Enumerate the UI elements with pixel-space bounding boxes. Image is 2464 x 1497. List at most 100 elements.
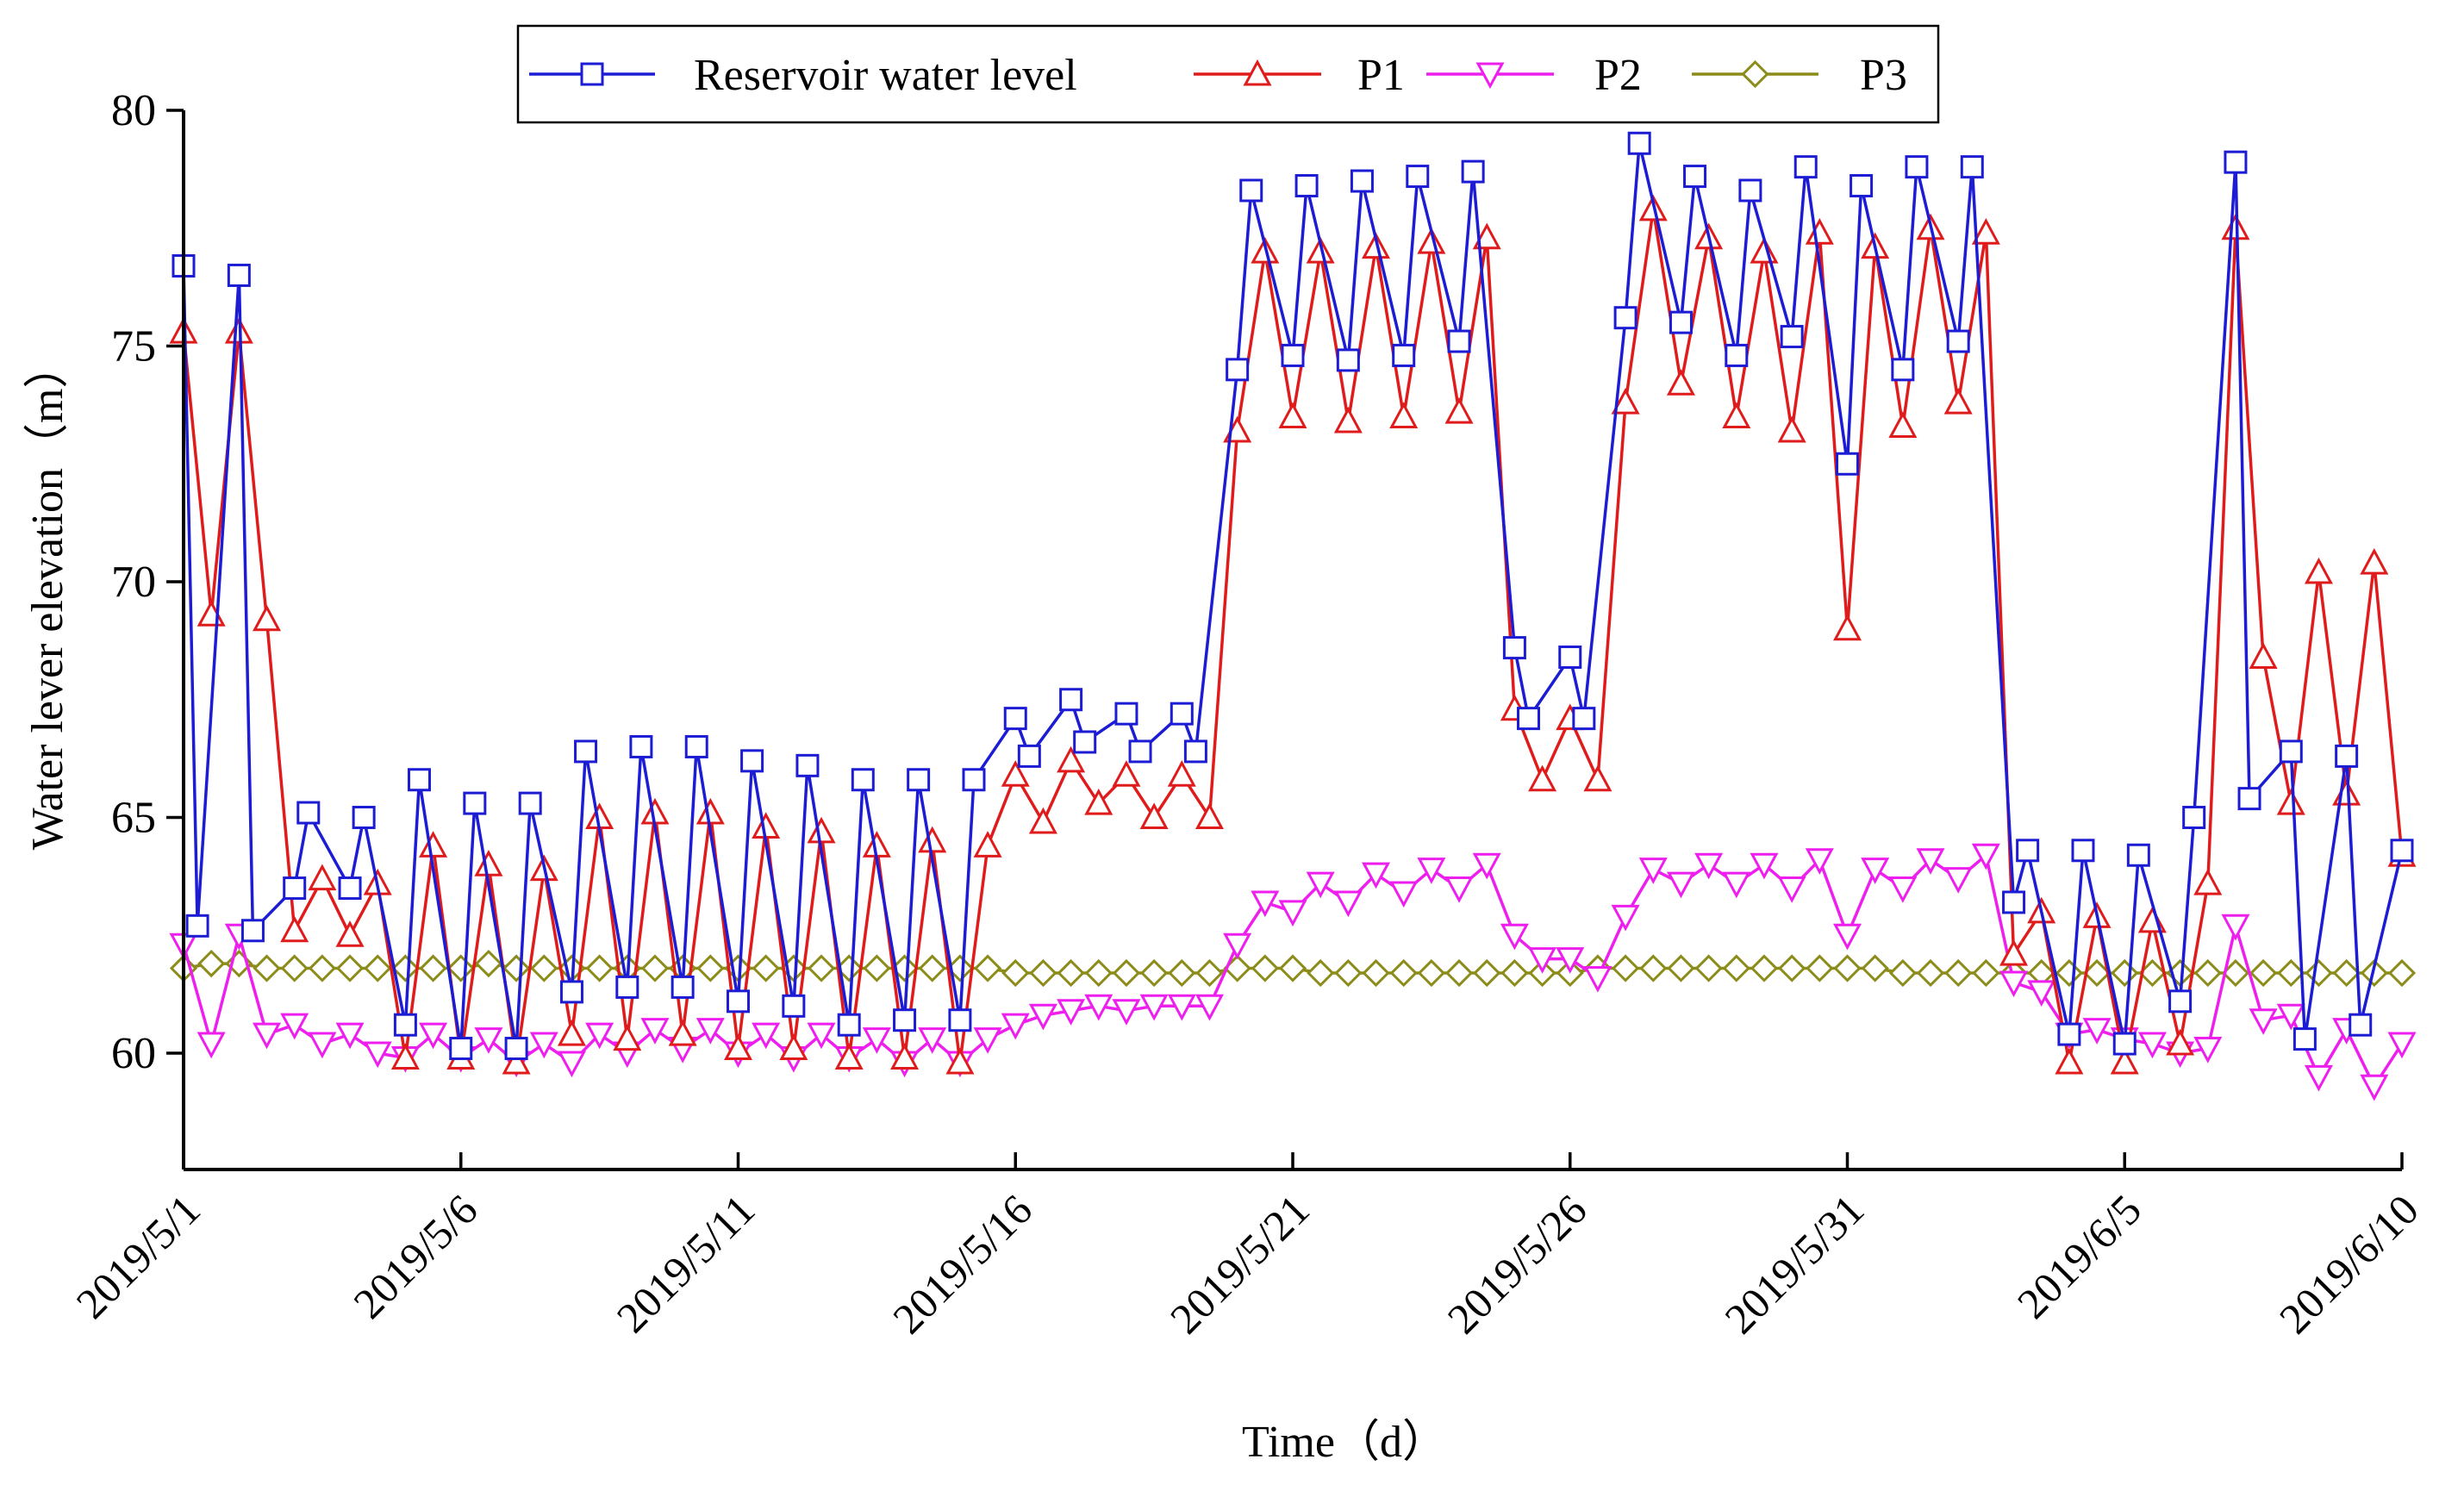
triangle-up-marker (2332, 778, 2361, 806)
square-marker (283, 876, 307, 901)
triangle-down-marker (1832, 923, 1862, 951)
square-marker (1946, 329, 1970, 353)
diamond-marker (945, 954, 975, 982)
triangle-up-marker (1611, 387, 1640, 415)
triangle-up-marker (834, 1043, 864, 1070)
triangle-down-marker (363, 1041, 392, 1069)
triangle-down-marker (1333, 890, 1363, 918)
legend-label: P2 (1594, 51, 1642, 100)
triangle-up-marker (1528, 764, 1557, 792)
diamond-marker (419, 954, 447, 982)
diamond-marker (1112, 958, 1141, 988)
triangle-down-marker (696, 1018, 725, 1045)
square-marker (1392, 343, 1416, 367)
square-marker (1114, 702, 1138, 726)
diamond-marker (1806, 954, 1834, 982)
diamond-marker (391, 954, 420, 982)
diamond-marker (2082, 958, 2112, 988)
diamond-marker (640, 954, 670, 982)
triangle-down-marker (1694, 852, 1724, 880)
square-marker (795, 753, 820, 777)
legend-label: P3 (1860, 51, 1907, 100)
diamond-marker (863, 954, 891, 982)
triangle-down-marker (1472, 852, 1501, 880)
triangle-down-marker (1251, 890, 1280, 918)
triangle-down-marker (2304, 1064, 2333, 1092)
triangle-up-marker (1444, 396, 1474, 424)
triangle-up-marker (335, 920, 365, 947)
triangle-down-marker (557, 1051, 586, 1078)
triangle-up-marker (1243, 59, 1272, 86)
triangle-up-marker (890, 1043, 920, 1070)
triangle-down-marker (2276, 1003, 2305, 1031)
square-marker (518, 791, 542, 815)
diamond-marker (973, 954, 1002, 982)
triangle-down-marker (1666, 871, 1695, 899)
square-marker (1128, 739, 1152, 764)
square-marker (1406, 165, 1430, 189)
triangle-down-marker (1112, 999, 1141, 1026)
diamond-marker (835, 954, 864, 982)
square-marker (1627, 131, 1651, 155)
triangle-up-marker (1777, 415, 1806, 443)
square-marker (629, 734, 653, 758)
square-marker (1572, 707, 1596, 731)
diamond-marker (446, 954, 475, 982)
square-marker (2237, 787, 2261, 811)
square-marker (2292, 1027, 2317, 1051)
y-tick-label: 65 (111, 794, 156, 843)
triangle-up-marker (1278, 402, 1307, 429)
diamond-marker (1029, 958, 1057, 988)
square-marker (1905, 155, 1929, 179)
diamond-marker (1667, 954, 1695, 982)
diamond-marker (1444, 958, 1474, 988)
triangle-down-marker (1638, 858, 1668, 884)
triangle-down-marker (1500, 923, 1529, 951)
diamond-marker (530, 954, 558, 982)
triangle-up-marker (1084, 788, 1113, 815)
diamond-marker (2111, 958, 2139, 988)
square-marker (1891, 358, 1915, 382)
triangle-down-marker (1444, 876, 1474, 903)
square-marker (449, 1037, 473, 1061)
y-tick-label: 75 (111, 322, 156, 371)
triangle-up-marker (1583, 764, 1613, 792)
square-marker (1836, 452, 1859, 476)
diamond-marker (1916, 958, 1945, 988)
square-marker (907, 768, 931, 792)
diamond-marker (1140, 958, 1169, 988)
square-marker (1447, 329, 1471, 353)
diamond-marker (1639, 954, 1668, 982)
square-marker (2168, 989, 2193, 1014)
triangle-up-marker (1417, 227, 1446, 254)
square-marker (1294, 174, 1319, 198)
triangle-up-marker (973, 831, 1002, 858)
diamond-marker (1057, 958, 1085, 988)
x-tick-label: 2019/5/21 (1161, 1185, 1319, 1343)
triangle-up-marker (1167, 760, 1196, 787)
triangle-up-marker (1057, 745, 1086, 773)
triangle-down-marker (1861, 858, 1890, 884)
triangle-up-marker (918, 826, 947, 853)
square-marker (2279, 739, 2303, 764)
triangle-down-marker (1362, 862, 1391, 889)
square-marker (338, 876, 362, 901)
x-tick-label: 2019/6/10 (2270, 1185, 2428, 1343)
triangle-up-marker (1832, 614, 1862, 641)
triangle-up-marker (1028, 807, 1057, 834)
square-marker (1502, 636, 1526, 660)
y-ticks: 60 65 70 75 80 (111, 86, 184, 1078)
triangle-up-marker (945, 1047, 975, 1075)
square-marker (1683, 165, 1707, 189)
diamond-marker (2277, 958, 2305, 988)
diamond-marker (335, 954, 365, 982)
square-marker (559, 980, 583, 1004)
legend-item: P1 (1194, 51, 1405, 100)
diamond-marker (1833, 954, 1862, 982)
triangle-down-marker (2387, 1032, 2417, 1059)
triangle-up-marker (2166, 1028, 2195, 1056)
square-marker (463, 791, 487, 815)
square-marker (574, 739, 598, 764)
triangle-down-marker (1028, 1003, 1057, 1031)
triangle-up-marker (723, 1033, 753, 1061)
